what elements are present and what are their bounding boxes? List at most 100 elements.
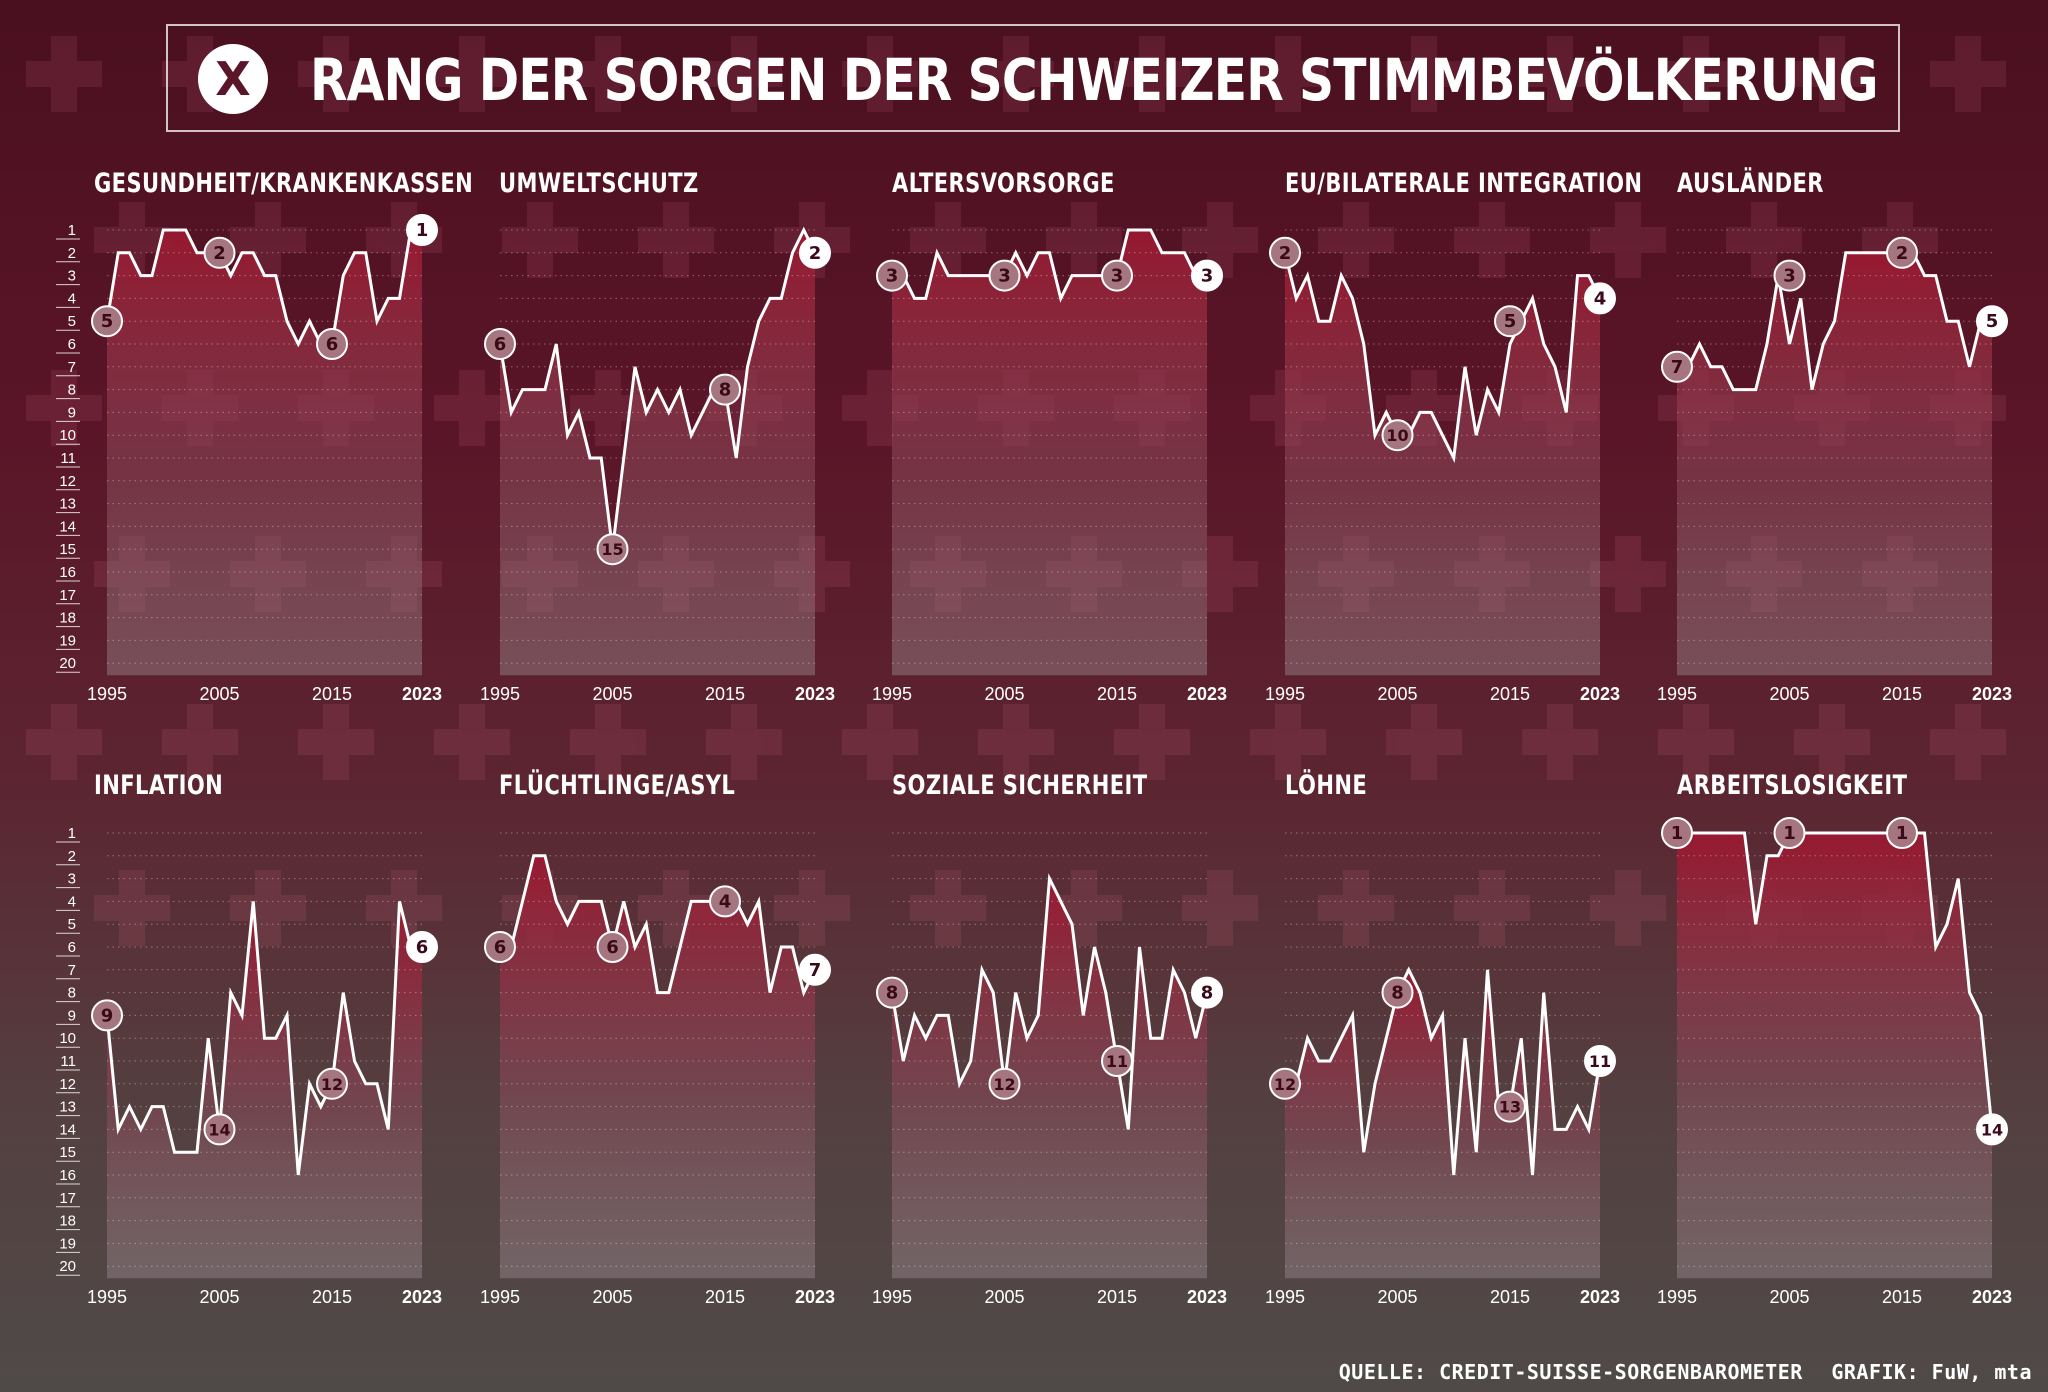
rank-marker: 6 xyxy=(484,328,516,360)
swiss-cross-icon xyxy=(26,36,102,112)
y-tick-label: 6 xyxy=(68,939,76,956)
y-tick-label: 20 xyxy=(59,655,76,672)
logo-icon: X xyxy=(198,44,268,114)
y-tick-label: 17 xyxy=(59,1190,76,1207)
final-rank-marker: 5 xyxy=(1976,305,2008,338)
x-tick-label: 1995 xyxy=(87,1287,127,1307)
swiss-cross-icon xyxy=(1318,870,1394,946)
area-fill xyxy=(107,230,422,676)
rank-marker: 1 xyxy=(1886,817,1918,849)
rank-marker-label: 6 xyxy=(606,937,619,958)
x-tick-label: 1995 xyxy=(1657,684,1697,704)
y-tick-label: 18 xyxy=(59,1213,76,1230)
rank-marker: 11 xyxy=(1101,1045,1133,1077)
rank-marker: 13 xyxy=(1494,1090,1526,1123)
x-tick-label: 2005 xyxy=(199,1287,239,1307)
y-tick-label: 2 xyxy=(68,848,76,865)
swiss-cross-icon xyxy=(706,36,782,112)
y-tick-label: 12 xyxy=(59,473,76,490)
y-tick-label: 9 xyxy=(68,1007,76,1024)
panel-title-gesundheit: GESUNDHEIT/KRANKENKASSEN xyxy=(94,168,474,199)
rank-marker-label: 9 xyxy=(101,1005,114,1026)
swiss-cross-icon xyxy=(842,36,918,112)
x-tick-label: 2005 xyxy=(1769,1287,1809,1307)
x-tick-label: 2023 xyxy=(1580,684,1620,704)
y-tick-label: 19 xyxy=(59,632,76,649)
swiss-cross-icon xyxy=(1250,36,1326,112)
rank-marker-label: 2 xyxy=(1896,243,1909,264)
panel-title-eu-integration: EU/BILATERALE INTEGRATION xyxy=(1285,168,1643,199)
series-line xyxy=(890,873,1209,1130)
chart-panel: 6 15 8 2 1995 2005 2015 2023 xyxy=(480,226,835,704)
rank-marker-label: 6 xyxy=(326,334,339,355)
y-tick-label: 18 xyxy=(59,610,76,627)
rank-marker-label: 10 xyxy=(1386,426,1408,445)
y-tick-label: 4 xyxy=(68,290,76,307)
x-tick-label: 1995 xyxy=(1265,684,1305,704)
final-rank-marker: 1 xyxy=(406,214,438,246)
x-tick-label: 2005 xyxy=(592,684,632,704)
y-tick-label: 16 xyxy=(59,564,76,581)
rank-marker: 2 xyxy=(1269,236,1301,269)
x-tick-label: 2015 xyxy=(1882,684,1922,704)
final-rank-marker: 14 xyxy=(1976,1113,2008,1146)
swiss-cross-icon xyxy=(978,704,1054,780)
swiss-cross-icon xyxy=(774,870,850,946)
rank-marker: 12 xyxy=(988,1067,1021,1100)
y-tick-label: 7 xyxy=(68,962,76,979)
rank-marker-label: 1 xyxy=(1671,823,1684,844)
swiss-cross-icon xyxy=(1794,704,1870,780)
swiss-cross-icon xyxy=(1658,704,1734,780)
x-tick-label: 2023 xyxy=(402,1287,442,1307)
rank-marker-label: 7 xyxy=(809,960,822,981)
final-rank-marker: 3 xyxy=(1191,259,1223,292)
chart-panel: 8 12 11 8 1995 2005 2015 2023 xyxy=(872,832,1227,1307)
swiss-cross-icon xyxy=(230,870,306,946)
panel-title-loehne: LÖHNE xyxy=(1285,770,1368,801)
x-tick-label: 2023 xyxy=(1187,684,1227,704)
y-tick-label: 20 xyxy=(59,1258,76,1275)
swiss-cross-icon xyxy=(1930,704,2006,780)
rank-marker: 4 xyxy=(709,885,741,918)
source-text: QUELLE: CREDIT-SUISSE-SORGENBAROMETER xyxy=(1338,1360,1803,1384)
y-tick-label: 19 xyxy=(59,1235,76,1252)
rank-marker-label: 14 xyxy=(1981,1120,2003,1139)
chart-panel: 2 10 5 4 1995 2005 2015 2023 xyxy=(1265,229,1620,704)
swiss-cross-icon xyxy=(26,370,102,446)
rank-marker: 14 xyxy=(203,1113,236,1146)
rank-marker: 12 xyxy=(316,1067,348,1100)
rank-marker-label: 1 xyxy=(1783,823,1796,844)
x-tick-label: 2015 xyxy=(705,1287,745,1307)
x-tick-label: 2005 xyxy=(1377,1287,1417,1307)
source-footer: QUELLE: CREDIT-SUISSE-SORGENBAROMETER GR… xyxy=(1323,1360,2032,1384)
swiss-cross-icon xyxy=(1386,704,1462,780)
rank-marker-label: 1 xyxy=(1896,823,1909,844)
swiss-cross-icon xyxy=(1114,36,1190,112)
rank-marker-label: 6 xyxy=(494,937,507,958)
swiss-cross-icon xyxy=(1318,202,1394,278)
rank-marker: 3 xyxy=(876,259,908,292)
swiss-cross-icon xyxy=(502,202,578,278)
x-tick-label: 2005 xyxy=(984,684,1024,704)
x-tick-label: 2015 xyxy=(1097,684,1137,704)
x-tick-label: 2005 xyxy=(1769,684,1809,704)
rank-marker: 2 xyxy=(1886,236,1918,269)
y-tick-label: 3 xyxy=(68,268,76,285)
swiss-cross-icon xyxy=(1930,36,2006,112)
series-line xyxy=(892,228,1207,303)
swiss-cross-icon xyxy=(1522,36,1598,112)
swiss-cross-icon xyxy=(638,202,714,278)
rank-marker: 5 xyxy=(1494,305,1526,338)
rank-marker: 6 xyxy=(484,931,516,963)
rank-marker-label: 3 xyxy=(1201,266,1214,287)
rank-marker-label: 3 xyxy=(886,266,899,287)
y-tick-label: 12 xyxy=(59,1076,76,1093)
rank-marker: 3 xyxy=(988,259,1021,292)
swiss-cross-icon xyxy=(1454,202,1530,278)
swiss-cross-icon xyxy=(434,370,510,446)
y-tick-label: 8 xyxy=(68,985,76,1002)
chart-panel: 7 3 2 5 1995 2005 2015 2023 xyxy=(1657,229,2012,704)
rank-marker-label: 1 xyxy=(416,220,429,241)
y-tick-label: 11 xyxy=(60,1053,76,1070)
